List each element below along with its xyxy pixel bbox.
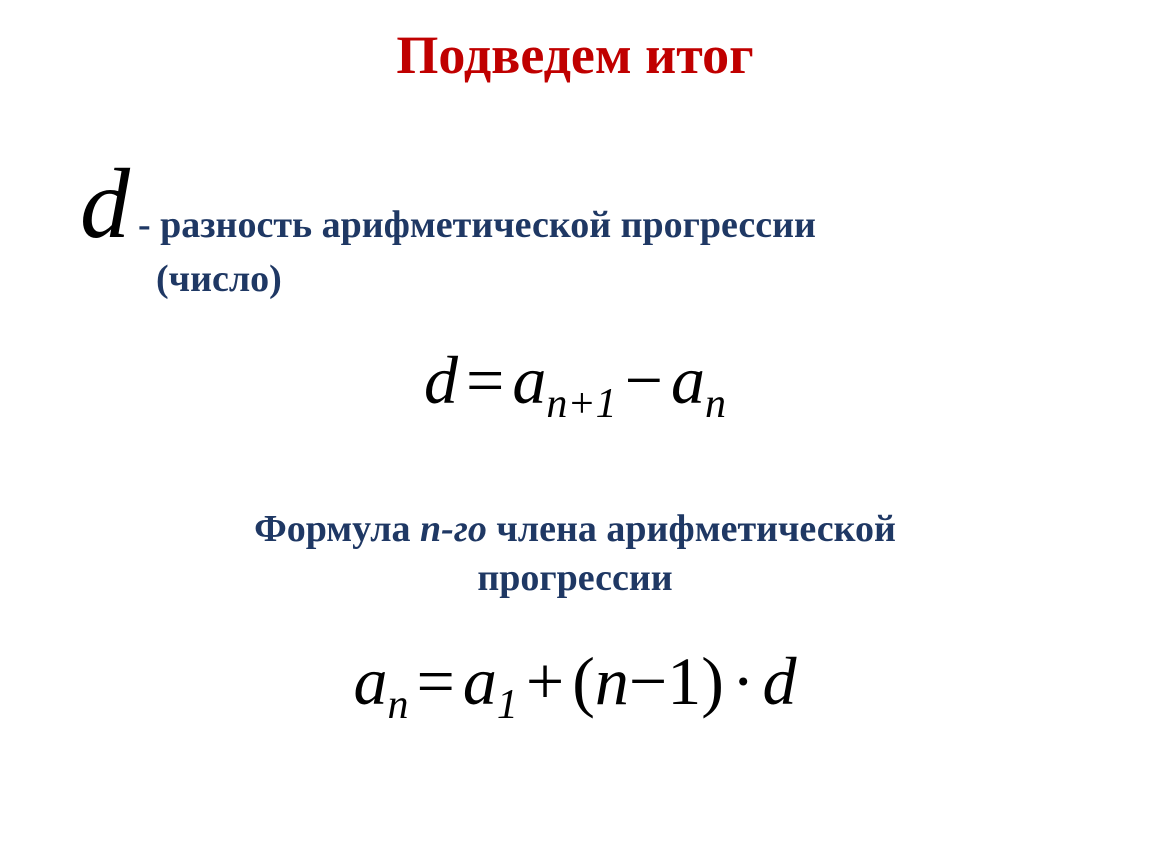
formula-nth-term: a n = a 1 + ( n − 1 ) · d: [0, 642, 1150, 721]
formula1-sub2: n: [705, 380, 726, 428]
caption-ital: n-го: [420, 508, 487, 550]
formula2-plus: +: [526, 642, 564, 721]
formula2-dot: ·: [732, 642, 755, 721]
formula2-lparen: (: [572, 642, 595, 721]
definition-row: d - разность арифметической прогрессии: [0, 146, 1150, 261]
formula1-a1: a: [512, 341, 546, 420]
formula2-d: d: [763, 642, 797, 721]
formula1-d: d: [424, 341, 458, 420]
formula1-a2: a: [671, 341, 705, 420]
caption-part1: Формула: [254, 508, 420, 550]
formula2-sub2: 1: [497, 681, 518, 729]
formula2-sub1: n: [387, 681, 408, 729]
formula2-a1: a: [353, 642, 387, 721]
formula2-eq: =: [416, 642, 454, 721]
caption-part2: члена арифметической: [487, 508, 896, 550]
caption-line2: прогрессии: [477, 557, 672, 599]
formula2-n: n: [595, 642, 629, 721]
definition-text-line2: (число): [0, 257, 1150, 301]
formula2-rparen: ): [701, 642, 724, 721]
formula2-a2: a: [463, 642, 497, 721]
formula2-minus: −: [629, 642, 667, 721]
definition-text-line1: - разность арифметической прогрессии: [138, 203, 816, 247]
symbol-d: d: [80, 146, 130, 261]
slide-title: Подведем итог: [0, 0, 1150, 86]
formula-difference: d = a n+1 − a n: [0, 341, 1150, 420]
formula1-sub1: n+1: [546, 380, 616, 428]
formula1-eq: =: [466, 341, 504, 420]
formula1-minus: −: [625, 341, 663, 420]
formula2-one: 1: [667, 642, 701, 721]
formula-caption: Формула n-го члена арифметической прогре…: [0, 505, 1150, 604]
